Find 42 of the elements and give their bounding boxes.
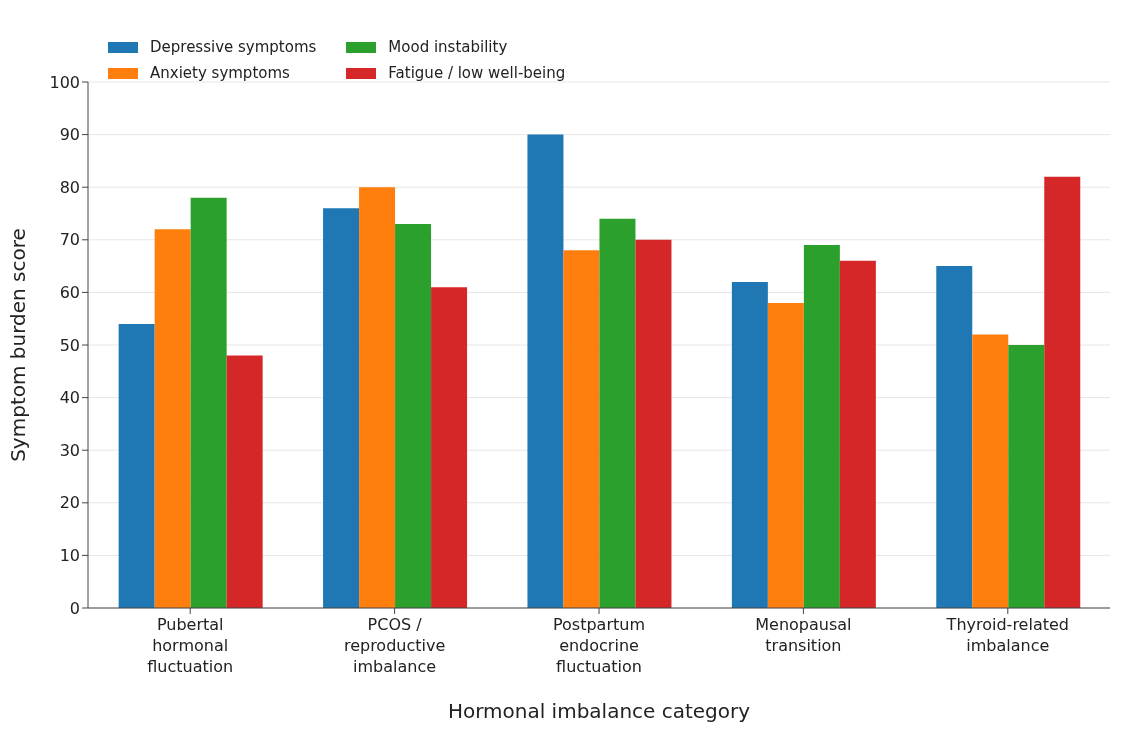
bar	[635, 239, 672, 608]
y-tick-label: 10	[59, 546, 80, 566]
bar	[190, 197, 227, 608]
bar	[154, 229, 191, 608]
x-axis-title: Hormonal imbalance category	[447, 699, 751, 723]
bar	[599, 218, 636, 608]
bar	[118, 323, 155, 608]
y-tick-label: 0	[69, 598, 80, 618]
bar	[731, 281, 768, 608]
legend-label: Mood instability	[388, 38, 508, 56]
legend-label: Anxiety symptoms	[150, 64, 290, 82]
x-tick-label: Pubertal hormonal fluctuation	[147, 615, 234, 676]
bar	[803, 245, 840, 608]
bar	[936, 266, 973, 608]
y-tick-label: 80	[59, 177, 80, 197]
y-tick-label: 60	[59, 283, 80, 303]
bar	[359, 187, 396, 608]
bar	[563, 250, 600, 608]
y-tick-label: 30	[59, 440, 80, 460]
x-tick-label: Postpartum endocrine fluctuation	[552, 615, 646, 676]
bar	[839, 260, 876, 608]
x-tick-label: PCOS / reproductive imbalance	[343, 615, 446, 676]
bar	[431, 287, 468, 608]
bar	[226, 355, 263, 608]
bar	[767, 302, 804, 608]
bar	[527, 134, 564, 608]
bar	[1044, 176, 1081, 608]
y-tick-label: 50	[59, 335, 80, 355]
bar	[1008, 345, 1045, 608]
bar	[395, 224, 432, 608]
x-tick-label: Thyroid-related imbalance	[945, 615, 1069, 655]
legend-label: Fatigue / low well-being	[388, 64, 566, 82]
x-tick-label: Menopausal transition	[755, 615, 852, 655]
y-tick-label: 40	[59, 388, 80, 408]
y-tick-label: 20	[59, 493, 80, 513]
y-tick-label: 90	[59, 125, 80, 145]
y-tick-label: 70	[59, 230, 80, 250]
y-axis-title: Symptom burden score	[6, 228, 31, 462]
y-tick-label: 100	[49, 72, 80, 92]
bar	[972, 334, 1009, 608]
legend-label: Depressive symptoms	[150, 38, 317, 56]
bar	[323, 208, 360, 608]
